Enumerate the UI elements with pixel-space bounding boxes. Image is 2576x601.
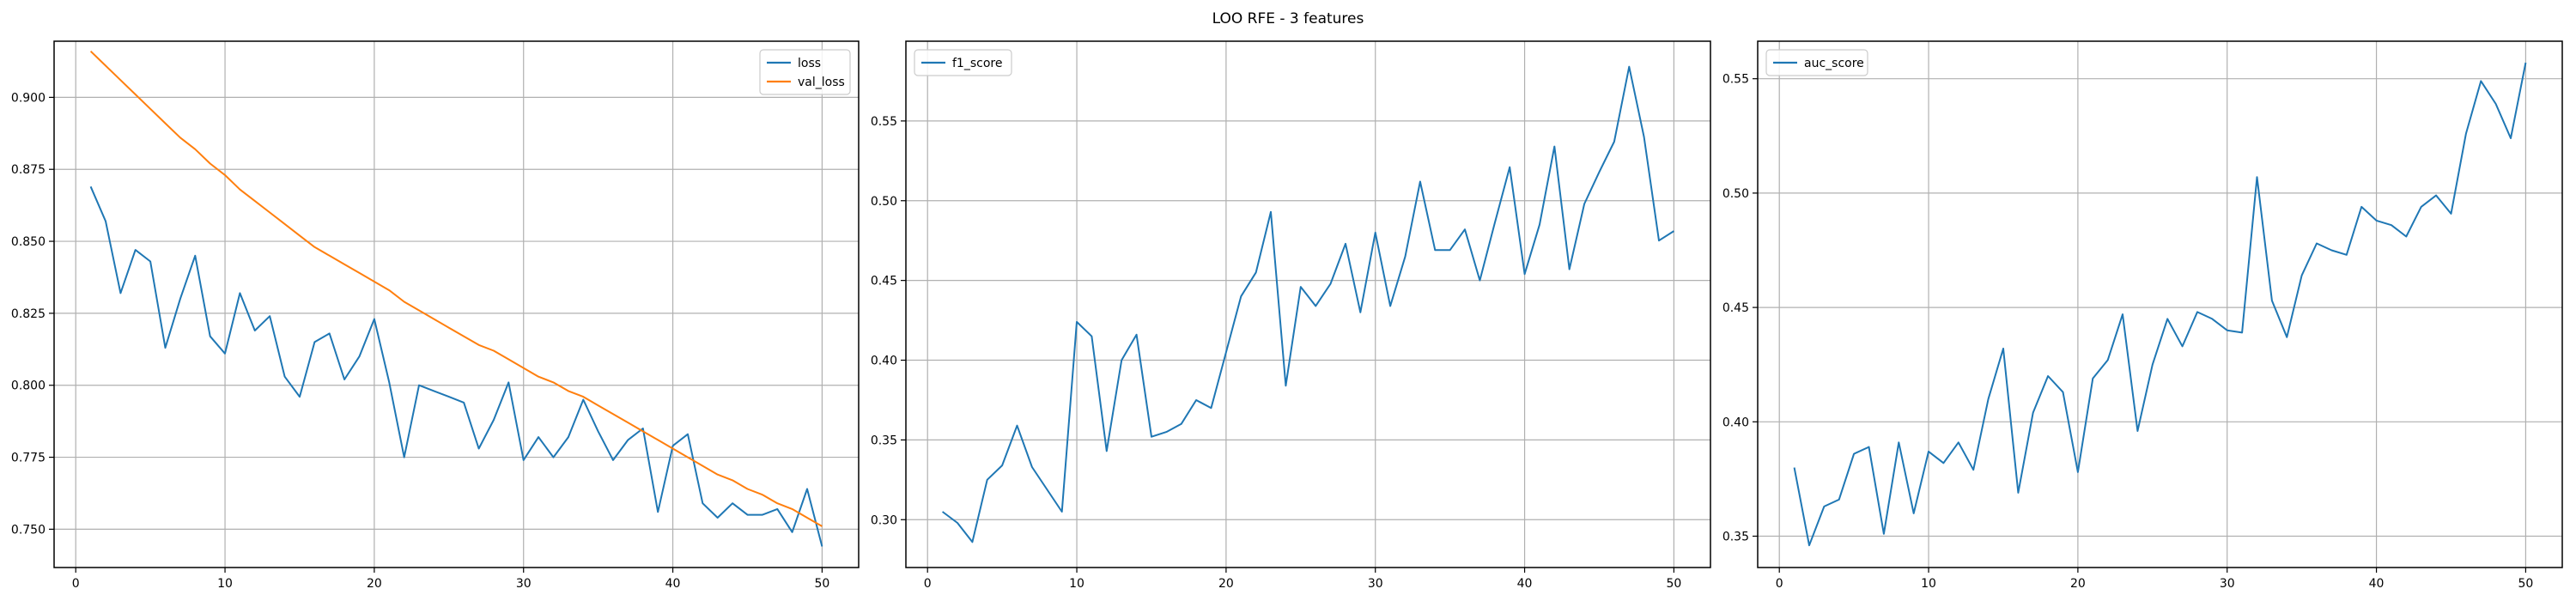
y-tick-label: 0.50 — [871, 195, 897, 209]
y-tick-label: 0.775 — [11, 452, 46, 465]
x-tick-label: 20 — [1218, 577, 1234, 591]
x-tick-label: 40 — [665, 577, 681, 591]
legend: loss val_loss — [759, 49, 851, 95]
legend: auc_score — [1765, 49, 1868, 76]
f1-score-subplot: 0 10 20 30 40 50 0.30 0.35 0.40 0.45 0.50 0.55 f1_sc… — [871, 40, 1711, 591]
x-tick-label: 30 — [2220, 577, 2235, 591]
x-tick-label: 20 — [2070, 577, 2086, 591]
series-line-f1-score — [942, 65, 1674, 543]
y-tick-label: 0.875 — [11, 163, 46, 177]
y-tick-label: 0.50 — [1722, 187, 1749, 201]
x-tick-label: 10 — [1921, 577, 1936, 591]
x-tick-label: 0 — [72, 577, 80, 591]
legend-label: val_loss — [798, 76, 845, 89]
legend-label: f1_score — [952, 57, 1002, 70]
legend-frame — [759, 49, 851, 95]
y-tick-label: 0.850 — [11, 235, 46, 249]
y-tick-label: 0.40 — [871, 355, 897, 368]
x-tick-label: 50 — [1666, 577, 1681, 591]
y-tick-label: 0.55 — [1722, 73, 1749, 87]
series-line-loss — [89, 185, 823, 547]
y-tick-label: 0.45 — [1722, 301, 1749, 315]
y-tick-label: 0.900 — [11, 91, 46, 105]
legend-frame — [914, 49, 1012, 76]
x-tick-label: 40 — [2369, 577, 2385, 591]
x-tick-label: 30 — [516, 577, 532, 591]
legend-frame — [1765, 49, 1868, 76]
series-line-auc-score — [1793, 62, 2527, 547]
y-tick-label: 0.55 — [871, 115, 897, 129]
x-tick-label: 50 — [2518, 577, 2533, 591]
y-tick-label: 0.35 — [871, 434, 897, 447]
axes-frame — [53, 40, 860, 568]
axes-frame — [1757, 40, 2563, 568]
y-tick-label: 0.40 — [1722, 416, 1749, 429]
x-tick-label: 0 — [924, 577, 932, 591]
y-tick-label: 0.800 — [11, 379, 46, 393]
figure-title: LOO RFE - 3 features — [1212, 10, 1364, 27]
x-tick-label: 10 — [217, 577, 233, 591]
y-tick-label: 0.30 — [871, 513, 897, 527]
loss-subplot: 0 10 20 30 40 50 0.750 0.775 0.800 0.825 0.850 0.87… — [11, 40, 860, 591]
y-tick-label: 0.45 — [871, 275, 897, 288]
x-tick-label: 20 — [367, 577, 382, 591]
legend: f1_score — [914, 49, 1012, 76]
legend-label: loss — [798, 57, 821, 70]
x-tick-label: 30 — [1368, 577, 1383, 591]
axes-frame — [905, 40, 1711, 568]
y-tick-label: 0.825 — [11, 307, 46, 321]
x-tick-label: 0 — [1776, 577, 1783, 591]
x-tick-label: 10 — [1069, 577, 1084, 591]
y-tick-label: 0.750 — [11, 523, 46, 537]
legend-label: auc_score — [1804, 57, 1864, 70]
y-tick-label: 0.35 — [1722, 531, 1749, 544]
series-line-val-loss — [89, 50, 823, 527]
x-tick-label: 40 — [1517, 577, 1533, 591]
auc-score-subplot: 0 10 20 30 40 50 0.35 0.40 0.45 0.50 0.55 auc_score — [1722, 40, 2563, 591]
x-tick-label: 50 — [814, 577, 829, 591]
